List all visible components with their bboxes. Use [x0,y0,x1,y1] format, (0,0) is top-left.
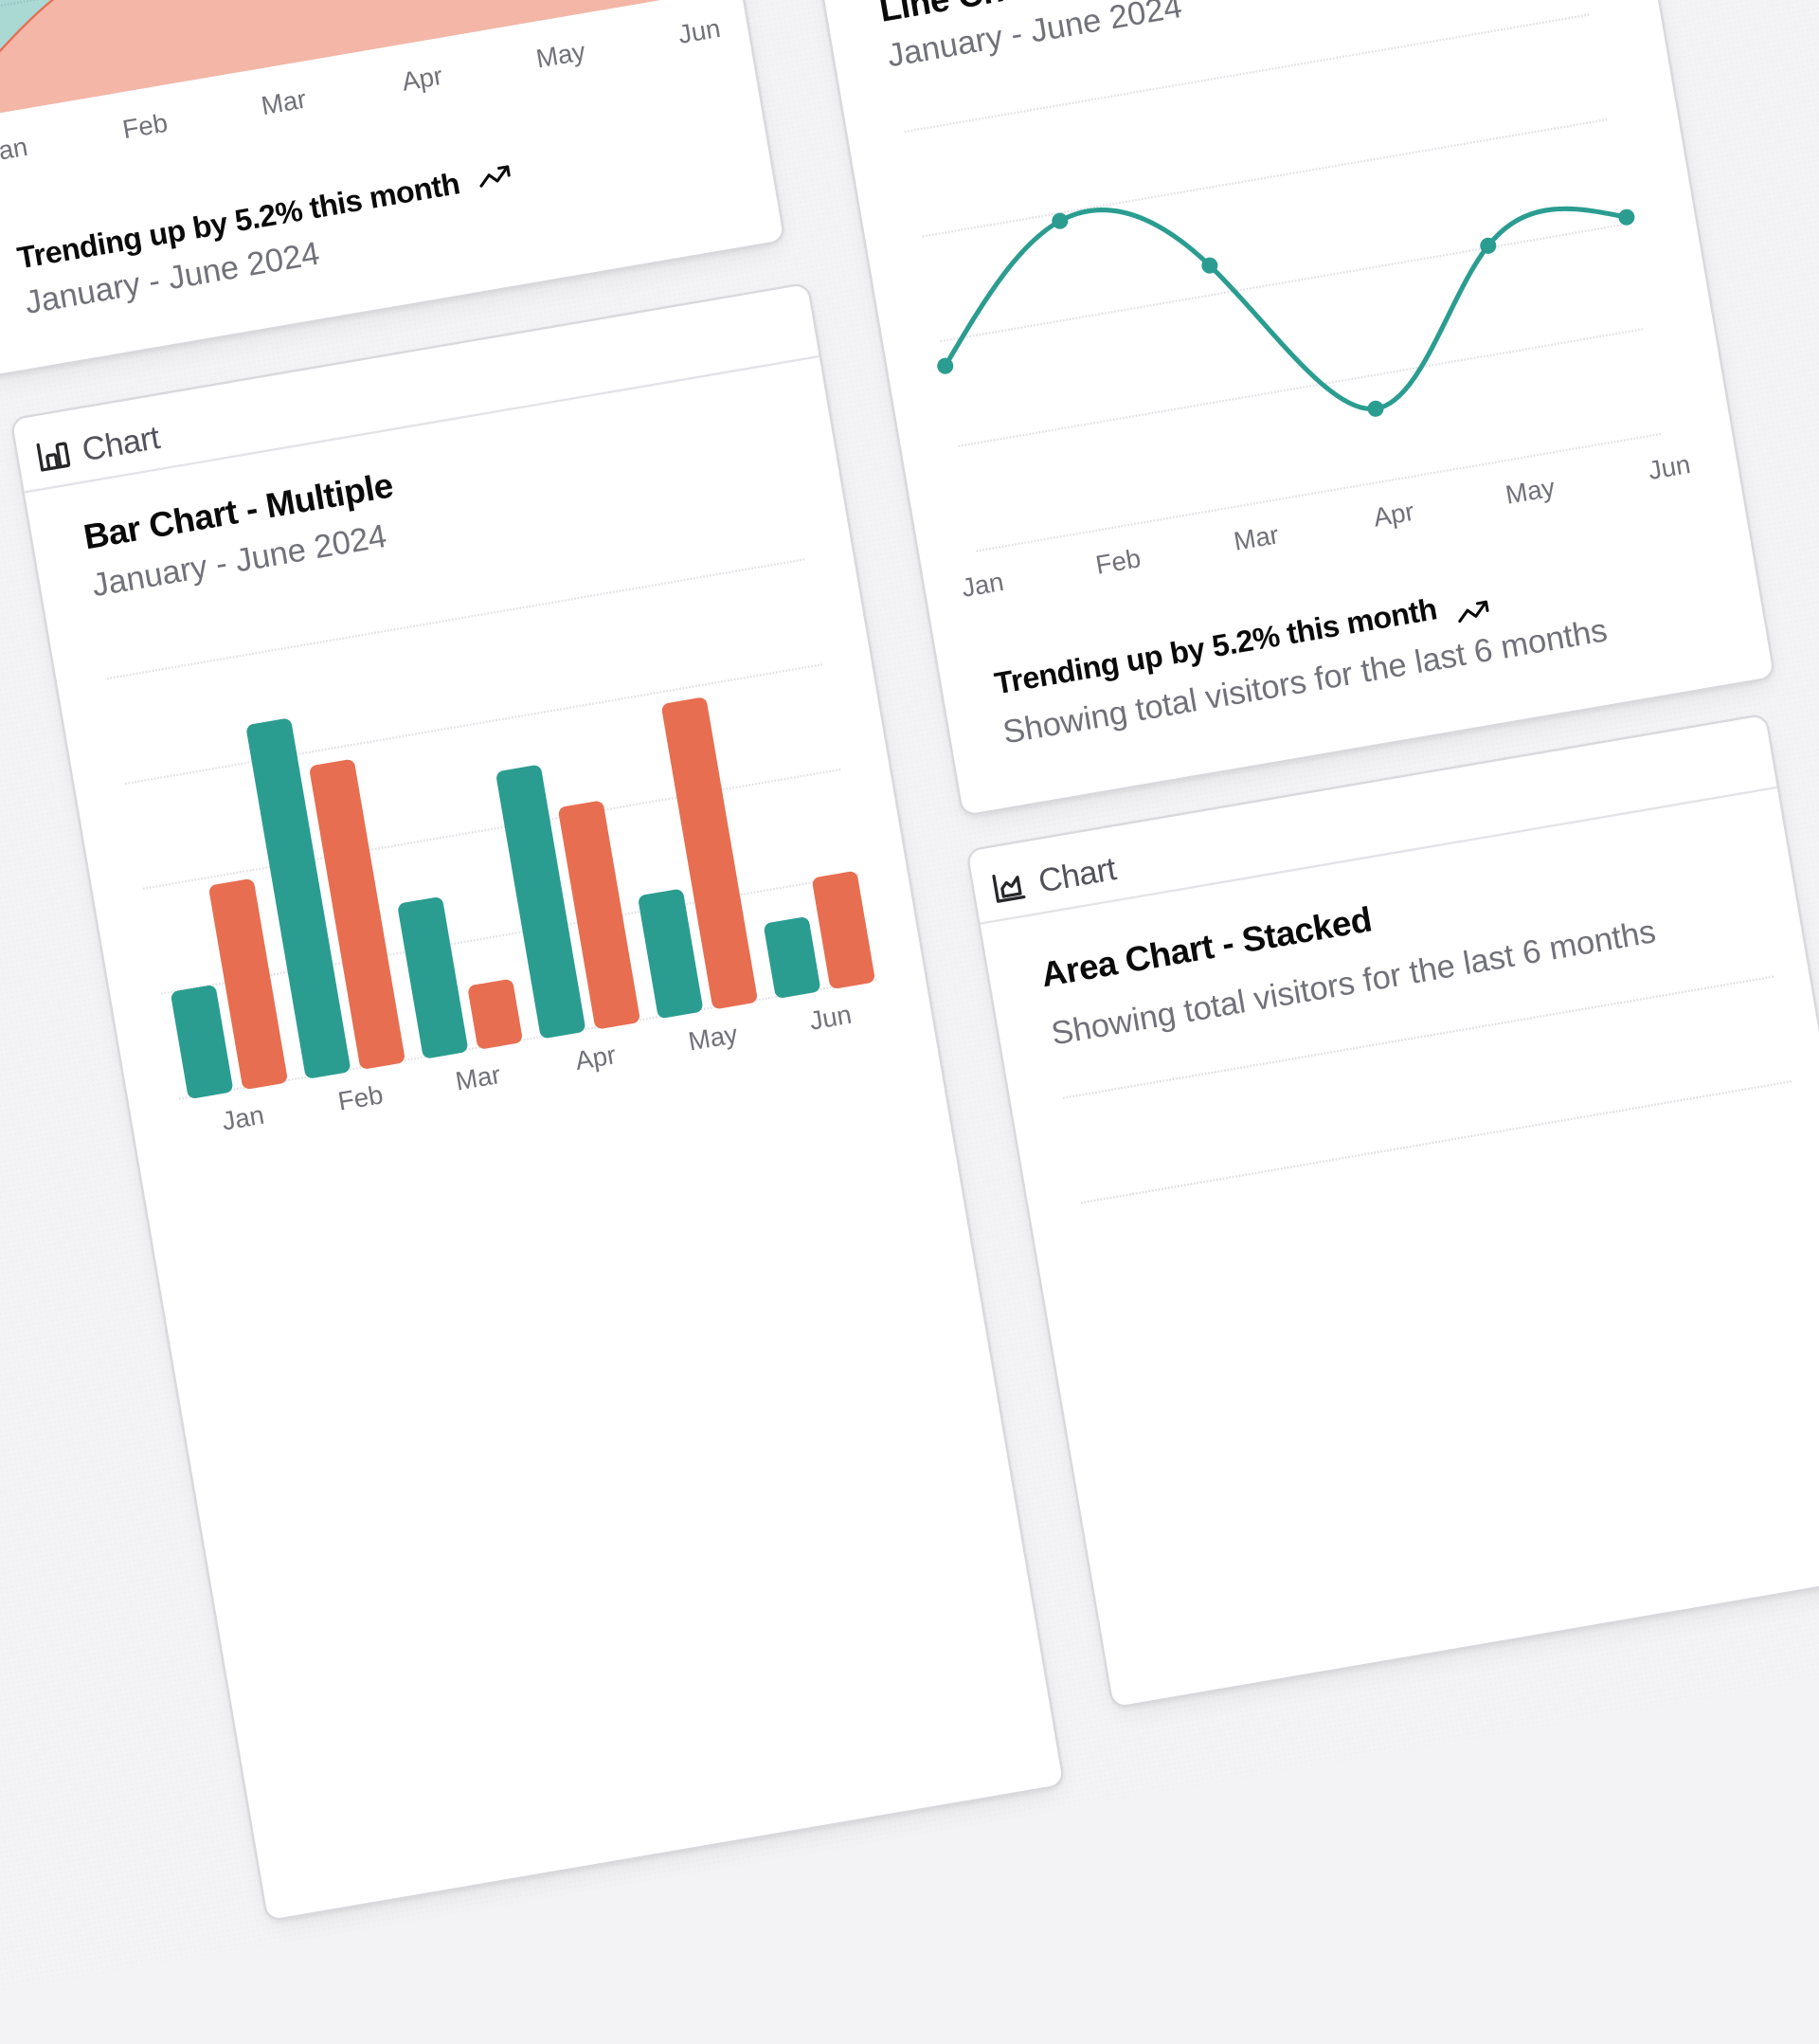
svg-text:Apr: Apr [571,1039,617,1075]
svg-text:Jun: Jun [676,13,723,49]
svg-text:Mar: Mar [452,1058,501,1095]
svg-text:Jun: Jun [806,999,853,1035]
svg-text:Apr: Apr [400,61,445,97]
svg-text:Feb: Feb [1093,542,1143,579]
svg-text:Jan: Jan [219,1099,265,1135]
svg-text:Mar: Mar [259,84,308,121]
svg-text:Mar: Mar [1232,518,1281,555]
svg-text:Jun: Jun [1647,448,1693,484]
svg-text:Feb: Feb [120,108,170,145]
svg-text:May: May [534,37,588,74]
svg-text:May: May [1504,471,1558,508]
svg-text:Apr: Apr [1372,496,1417,532]
svg-text:Jan: Jan [960,566,1006,602]
svg-text:May: May [685,1018,739,1055]
svg-text:Feb: Feb [334,1078,384,1115]
svg-text:Jan: Jan [0,132,30,168]
